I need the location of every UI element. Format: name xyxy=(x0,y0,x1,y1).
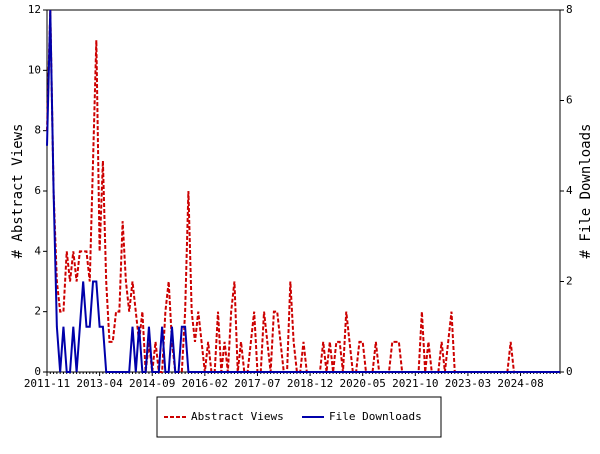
x-tick-label: 2018-12 xyxy=(287,377,333,390)
x-tick-label: 2013-04 xyxy=(76,377,123,390)
x-tick-label: 2020-05 xyxy=(340,377,386,390)
x-tick-label: 2017-07 xyxy=(234,377,280,390)
y2-tick-label: 8 xyxy=(566,3,573,16)
y-tick-label: 0 xyxy=(34,365,41,378)
y-axis-label: # Abstract Views xyxy=(10,124,26,259)
y2-tick-label: 0 xyxy=(566,365,573,378)
x-tick-label: 2016-02 xyxy=(182,377,228,390)
series-line xyxy=(46,9,560,373)
y-tick-label: 8 xyxy=(34,124,41,137)
x-tick-label: 2024-08 xyxy=(497,377,543,390)
x-tick-label: 2021-10 xyxy=(392,377,438,390)
legend-label: File Downloads xyxy=(329,410,422,423)
y2-tick-label: 6 xyxy=(566,94,573,107)
x-tick-label: 2011-11 xyxy=(24,377,70,390)
y-tick-label: 2 xyxy=(34,305,41,318)
x-tick-label: 2023-03 xyxy=(445,377,491,390)
y2-axis-label: # File Downloads xyxy=(578,124,594,259)
y-tick-label: 4 xyxy=(34,244,41,257)
y2-tick-label: 4 xyxy=(566,184,573,197)
y2-tick-label: 2 xyxy=(566,275,573,288)
y-tick-label: 12 xyxy=(28,3,41,16)
plot-frame xyxy=(46,9,561,373)
series-line xyxy=(46,9,560,373)
y-tick-label: 10 xyxy=(28,63,41,76)
legend-label: Abstract Views xyxy=(191,410,284,423)
y-tick-label: 6 xyxy=(34,184,41,197)
x-tick-label: 2014-09 xyxy=(129,377,175,390)
legend-box xyxy=(156,396,442,438)
